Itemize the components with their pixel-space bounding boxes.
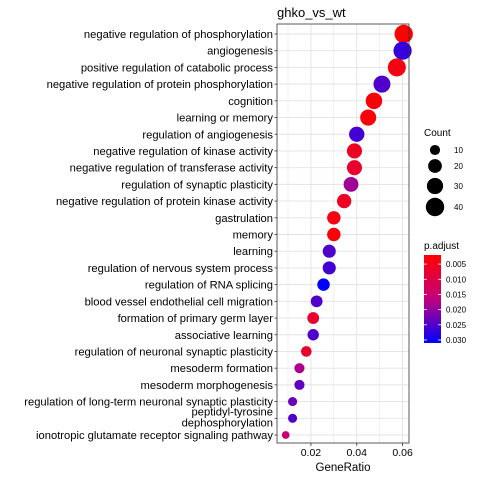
data-point xyxy=(346,160,363,176)
data-point xyxy=(281,431,290,439)
data-point xyxy=(327,211,341,225)
y-tick-label: regulation of angiogenesis xyxy=(142,129,273,141)
count-legend-dot xyxy=(426,177,444,195)
count-legend: Count 10 20 30 40 xyxy=(424,128,463,217)
data-point xyxy=(346,143,363,159)
data-point xyxy=(393,41,412,60)
p-adjust-legend-label: 0.010 xyxy=(446,275,467,284)
y-tick-label: negative regulation of kinase activity xyxy=(93,146,273,158)
data-point xyxy=(322,261,336,275)
y-tick-label: blood vessel endothelial cell migration xyxy=(85,296,273,308)
data-points xyxy=(281,24,413,439)
y-tick-label: negative regulation of protein kinase ac… xyxy=(56,196,273,208)
data-point xyxy=(373,75,391,93)
y-tick-label: learning xyxy=(233,246,273,258)
data-point xyxy=(322,244,336,258)
data-point xyxy=(394,24,413,44)
y-tick-label: regulation of synaptic plasticity xyxy=(121,179,273,191)
y-tick-label: negative regulation of phosphorylation xyxy=(84,29,273,41)
y-tick-label: associative learning xyxy=(175,330,273,342)
p-adjust-legend-label: 0.005 xyxy=(446,260,467,269)
y-tick-label: positive regulation of catabolic process xyxy=(81,62,274,74)
count-legend-dot xyxy=(429,144,441,156)
p-adjust-legend-label: 0.025 xyxy=(446,321,467,330)
x-axis-title: GeneRatio xyxy=(316,462,371,474)
count-legend-label: 20 xyxy=(454,162,463,171)
data-point xyxy=(294,379,305,390)
y-tick-label: memory xyxy=(233,230,274,242)
x-axis-ticks: 0.02 0.04 0.06 xyxy=(301,443,413,459)
p-adjust-legend-label: 0.030 xyxy=(446,336,467,345)
p-adjust-legend-label: 0.015 xyxy=(446,290,467,299)
data-point xyxy=(317,278,330,291)
y-tick-label: formation of primary germ layer xyxy=(118,313,274,325)
p-adjust-legend: p.adjust 0.005 0.010 0.015 0.020 0.025 0.030 xyxy=(424,241,467,345)
y-tick-label: negative regulation of protein phosphory… xyxy=(47,79,273,91)
data-point xyxy=(327,227,341,242)
y-tick-label: mesoderm formation xyxy=(170,363,273,375)
count-legend-label: 10 xyxy=(454,146,463,155)
data-point xyxy=(387,58,406,77)
y-tick-label: learning or memory xyxy=(177,113,274,125)
count-legend-title: Count xyxy=(424,128,451,139)
data-point xyxy=(294,363,305,374)
data-point xyxy=(360,109,377,126)
y-tick-label: angiogenesis xyxy=(207,46,273,58)
x-tick-label: 0.06 xyxy=(392,447,413,459)
count-legend-dot xyxy=(425,197,445,217)
data-point xyxy=(301,346,312,357)
x-tick-label: 0.04 xyxy=(347,447,368,459)
y-tick-label: ionotropic glutamate receptor signaling … xyxy=(36,430,273,442)
y-tick-label: regulation of nervous system process xyxy=(88,263,274,275)
data-point xyxy=(288,397,298,407)
count-legend-label: 40 xyxy=(454,203,463,212)
data-point xyxy=(307,312,320,324)
data-point xyxy=(310,295,323,308)
data-point xyxy=(307,329,319,341)
p-adjust-legend-label: 0.020 xyxy=(446,306,467,315)
y-axis-labels: negative regulation of phosphorylation an… xyxy=(24,29,277,442)
data-point xyxy=(336,193,352,209)
chart-title: ghko_vs_wt xyxy=(277,5,346,20)
y-tick-label: gastrulation xyxy=(215,213,273,225)
y-tick-label: mesoderm morphogenesis xyxy=(141,380,274,392)
y-tick-label: regulation of neuronal synaptic plastici… xyxy=(75,346,274,358)
grid-lines xyxy=(277,24,409,443)
y-tick-label: negative regulation of transferase activ… xyxy=(70,163,274,175)
data-point xyxy=(343,176,359,192)
x-tick-label: 0.02 xyxy=(301,447,322,459)
y-tick-label: regulation of RNA splicing xyxy=(145,280,273,292)
plot-border xyxy=(276,23,410,444)
y-tick-label: regulation of long-term neuronal synapti… xyxy=(24,397,273,409)
data-point xyxy=(349,126,365,142)
y-tick-label: peptidyl-tyrosine dephosphorylation xyxy=(182,406,273,429)
p-adjust-legend-title: p.adjust xyxy=(424,241,459,252)
p-adjust-colorbar xyxy=(424,255,441,343)
count-legend-dot xyxy=(428,159,442,173)
data-point xyxy=(288,413,298,423)
y-tick-label: cognition xyxy=(228,96,273,108)
count-legend-label: 30 xyxy=(454,182,463,191)
data-point xyxy=(365,92,383,110)
